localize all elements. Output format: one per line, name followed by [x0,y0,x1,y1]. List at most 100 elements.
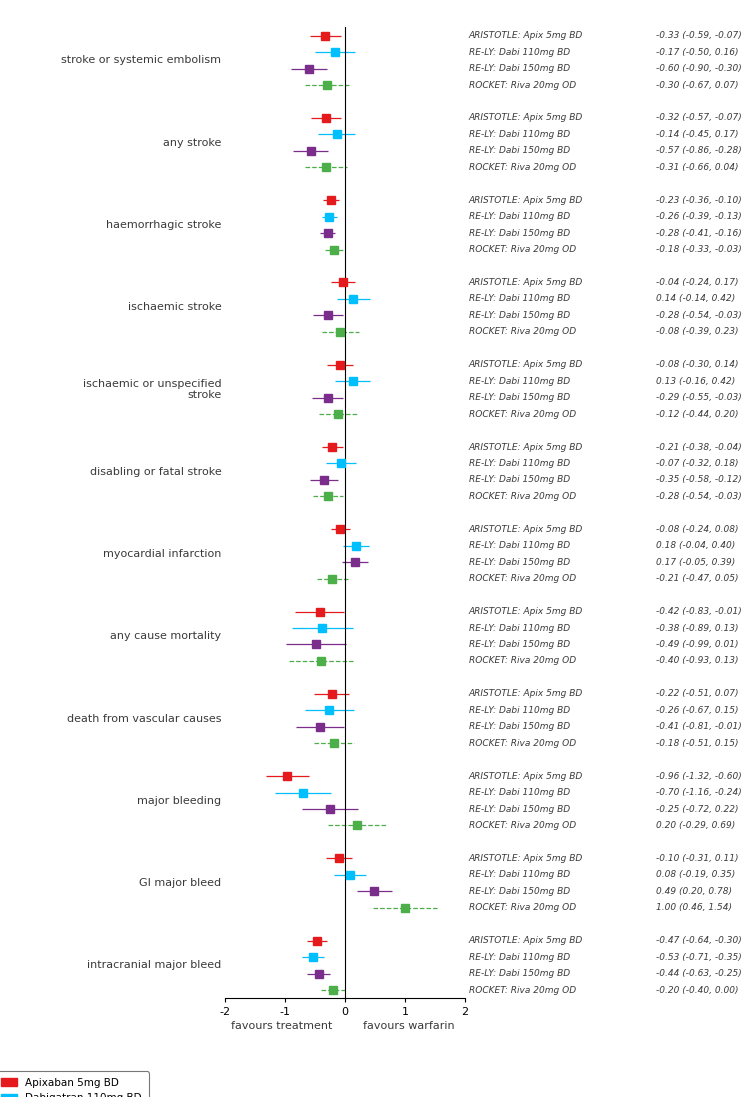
Text: -0.35 (-0.58, -0.12): -0.35 (-0.58, -0.12) [656,475,742,485]
Text: death from vascular causes: death from vascular causes [67,713,221,724]
Text: ARISTOTLE: Apix 5mg BD: ARISTOTLE: Apix 5mg BD [469,360,583,370]
Text: ARISTOTLE: Apix 5mg BD: ARISTOTLE: Apix 5mg BD [469,771,583,781]
Text: ROCKET: Riva 20mg OD: ROCKET: Riva 20mg OD [469,327,576,337]
Text: ARISTOTLE: Apix 5mg BD: ARISTOTLE: Apix 5mg BD [469,195,583,205]
Text: ARISTOTLE: Apix 5mg BD: ARISTOTLE: Apix 5mg BD [469,442,583,452]
Text: -0.32 (-0.57, -0.07): -0.32 (-0.57, -0.07) [656,113,742,123]
Text: 0.18 (-0.04, 0.40): 0.18 (-0.04, 0.40) [656,541,736,551]
Text: ROCKET: Riva 20mg OD: ROCKET: Riva 20mg OD [469,985,576,995]
Text: ROCKET: Riva 20mg OD: ROCKET: Riva 20mg OD [469,821,576,830]
Text: RE-LY: Dabi 110mg BD: RE-LY: Dabi 110mg BD [469,788,570,798]
Text: ROCKET: Riva 20mg OD: ROCKET: Riva 20mg OD [469,162,576,172]
Text: -0.29 (-0.55, -0.03): -0.29 (-0.55, -0.03) [656,393,742,403]
Text: ARISTOTLE: Apix 5mg BD: ARISTOTLE: Apix 5mg BD [469,113,583,123]
Text: -0.60 (-0.90, -0.30): -0.60 (-0.90, -0.30) [656,64,742,73]
Text: 0.14 (-0.14, 0.42): 0.14 (-0.14, 0.42) [656,294,736,304]
Text: any cause mortality: any cause mortality [110,631,221,642]
Text: RE-LY: Dabi 150mg BD: RE-LY: Dabi 150mg BD [469,228,570,238]
Text: -0.53 (-0.71, -0.35): -0.53 (-0.71, -0.35) [656,952,742,962]
Text: -0.70 (-1.16, -0.24): -0.70 (-1.16, -0.24) [656,788,742,798]
Text: 0.20 (-0.29, 0.69): 0.20 (-0.29, 0.69) [656,821,736,830]
Text: -0.28 (-0.41, -0.16): -0.28 (-0.41, -0.16) [656,228,742,238]
Text: -0.26 (-0.39, -0.13): -0.26 (-0.39, -0.13) [656,212,742,222]
Text: GI major bleed: GI major bleed [140,878,221,889]
Text: favours warfarin: favours warfarin [363,1020,454,1031]
Text: -0.28 (-0.54, -0.03): -0.28 (-0.54, -0.03) [656,491,742,501]
Text: -0.21 (-0.38, -0.04): -0.21 (-0.38, -0.04) [656,442,742,452]
Text: ROCKET: Riva 20mg OD: ROCKET: Riva 20mg OD [469,903,576,913]
Text: -0.23 (-0.36, -0.10): -0.23 (-0.36, -0.10) [656,195,742,205]
Text: RE-LY: Dabi 150mg BD: RE-LY: Dabi 150mg BD [469,886,570,896]
Text: disabling or fatal stroke: disabling or fatal stroke [89,466,221,477]
Text: -0.38 (-0.89, 0.13): -0.38 (-0.89, 0.13) [656,623,739,633]
Text: RE-LY: Dabi 110mg BD: RE-LY: Dabi 110mg BD [469,376,570,386]
Text: ARISTOTLE: Apix 5mg BD: ARISTOTLE: Apix 5mg BD [469,31,583,41]
Text: RE-LY: Dabi 150mg BD: RE-LY: Dabi 150mg BD [469,64,570,73]
Text: -0.08 (-0.39, 0.23): -0.08 (-0.39, 0.23) [656,327,739,337]
Text: -0.47 (-0.64, -0.30): -0.47 (-0.64, -0.30) [656,936,742,946]
Text: stroke or systemic embolism: stroke or systemic embolism [62,55,221,66]
Text: haemorrhagic stroke: haemorrhagic stroke [106,219,221,230]
Text: RE-LY: Dabi 150mg BD: RE-LY: Dabi 150mg BD [469,969,570,979]
Text: -0.30 (-0.67, 0.07): -0.30 (-0.67, 0.07) [656,80,739,90]
Text: RE-LY: Dabi 150mg BD: RE-LY: Dabi 150mg BD [469,146,570,156]
Text: RE-LY: Dabi 110mg BD: RE-LY: Dabi 110mg BD [469,129,570,139]
Text: RE-LY: Dabi 110mg BD: RE-LY: Dabi 110mg BD [469,870,570,880]
Text: RE-LY: Dabi 110mg BD: RE-LY: Dabi 110mg BD [469,212,570,222]
Text: 0.13 (-0.16, 0.42): 0.13 (-0.16, 0.42) [656,376,736,386]
Text: RE-LY: Dabi 150mg BD: RE-LY: Dabi 150mg BD [469,393,570,403]
Text: ROCKET: Riva 20mg OD: ROCKET: Riva 20mg OD [469,409,576,419]
Text: -0.33 (-0.59, -0.07): -0.33 (-0.59, -0.07) [656,31,742,41]
Text: -0.10 (-0.31, 0.11): -0.10 (-0.31, 0.11) [656,853,739,863]
Text: ROCKET: Riva 20mg OD: ROCKET: Riva 20mg OD [469,80,576,90]
Text: RE-LY: Dabi 110mg BD: RE-LY: Dabi 110mg BD [469,541,570,551]
Text: -0.31 (-0.66, 0.04): -0.31 (-0.66, 0.04) [656,162,739,172]
Text: ischaemic or unspecified
stroke: ischaemic or unspecified stroke [82,378,221,400]
Text: any stroke: any stroke [163,137,221,148]
Text: RE-LY: Dabi 110mg BD: RE-LY: Dabi 110mg BD [469,459,570,468]
Text: RE-LY: Dabi 150mg BD: RE-LY: Dabi 150mg BD [469,557,570,567]
Text: -0.22 (-0.51, 0.07): -0.22 (-0.51, 0.07) [656,689,739,699]
Text: -0.20 (-0.40, 0.00): -0.20 (-0.40, 0.00) [656,985,739,995]
Text: -0.49 (-0.99, 0.01): -0.49 (-0.99, 0.01) [656,640,739,649]
Text: ARISTOTLE: Apix 5mg BD: ARISTOTLE: Apix 5mg BD [469,689,583,699]
Text: RE-LY: Dabi 110mg BD: RE-LY: Dabi 110mg BD [469,294,570,304]
Text: ROCKET: Riva 20mg OD: ROCKET: Riva 20mg OD [469,738,576,748]
Text: RE-LY: Dabi 150mg BD: RE-LY: Dabi 150mg BD [469,475,570,485]
Text: -0.57 (-0.86, -0.28): -0.57 (-0.86, -0.28) [656,146,742,156]
Text: ARISTOTLE: Apix 5mg BD: ARISTOTLE: Apix 5mg BD [469,524,583,534]
Text: ARISTOTLE: Apix 5mg BD: ARISTOTLE: Apix 5mg BD [469,607,583,617]
Text: -0.96 (-1.32, -0.60): -0.96 (-1.32, -0.60) [656,771,742,781]
Text: -0.18 (-0.51, 0.15): -0.18 (-0.51, 0.15) [656,738,739,748]
Text: 0.08 (-0.19, 0.35): 0.08 (-0.19, 0.35) [656,870,736,880]
Text: RE-LY: Dabi 150mg BD: RE-LY: Dabi 150mg BD [469,804,570,814]
Text: intracranial major bleed: intracranial major bleed [87,960,221,971]
Text: -0.26 (-0.67, 0.15): -0.26 (-0.67, 0.15) [656,705,739,715]
Text: -0.08 (-0.24, 0.08): -0.08 (-0.24, 0.08) [656,524,739,534]
Text: ROCKET: Riva 20mg OD: ROCKET: Riva 20mg OD [469,574,576,584]
Text: -0.07 (-0.32, 0.18): -0.07 (-0.32, 0.18) [656,459,739,468]
Text: myocardial infarction: myocardial infarction [103,548,221,559]
Text: favours treatment: favours treatment [230,1020,332,1031]
Text: RE-LY: Dabi 150mg BD: RE-LY: Dabi 150mg BD [469,640,570,649]
Text: ROCKET: Riva 20mg OD: ROCKET: Riva 20mg OD [469,656,576,666]
Text: ARISTOTLE: Apix 5mg BD: ARISTOTLE: Apix 5mg BD [469,853,583,863]
Text: RE-LY: Dabi 110mg BD: RE-LY: Dabi 110mg BD [469,952,570,962]
Text: -0.44 (-0.63, -0.25): -0.44 (-0.63, -0.25) [656,969,742,979]
Text: -0.28 (-0.54, -0.03): -0.28 (-0.54, -0.03) [656,310,742,320]
Text: ischaemic stroke: ischaemic stroke [128,302,221,313]
Text: -0.14 (-0.45, 0.17): -0.14 (-0.45, 0.17) [656,129,739,139]
Text: -0.08 (-0.30, 0.14): -0.08 (-0.30, 0.14) [656,360,739,370]
Text: ARISTOTLE: Apix 5mg BD: ARISTOTLE: Apix 5mg BD [469,278,583,287]
Text: -0.18 (-0.33, -0.03): -0.18 (-0.33, -0.03) [656,245,742,255]
Text: -0.04 (-0.24, 0.17): -0.04 (-0.24, 0.17) [656,278,739,287]
Text: -0.25 (-0.72, 0.22): -0.25 (-0.72, 0.22) [656,804,739,814]
Text: RE-LY: Dabi 150mg BD: RE-LY: Dabi 150mg BD [469,722,570,732]
Text: -0.40 (-0.93, 0.13): -0.40 (-0.93, 0.13) [656,656,739,666]
Text: ROCKET: Riva 20mg OD: ROCKET: Riva 20mg OD [469,491,576,501]
Text: -0.17 (-0.50, 0.16): -0.17 (-0.50, 0.16) [656,47,739,57]
Text: RE-LY: Dabi 110mg BD: RE-LY: Dabi 110mg BD [469,705,570,715]
Text: -0.42 (-0.83, -0.01): -0.42 (-0.83, -0.01) [656,607,742,617]
Text: -0.41 (-0.81, -0.01): -0.41 (-0.81, -0.01) [656,722,742,732]
Text: major bleeding: major bleeding [137,795,221,806]
